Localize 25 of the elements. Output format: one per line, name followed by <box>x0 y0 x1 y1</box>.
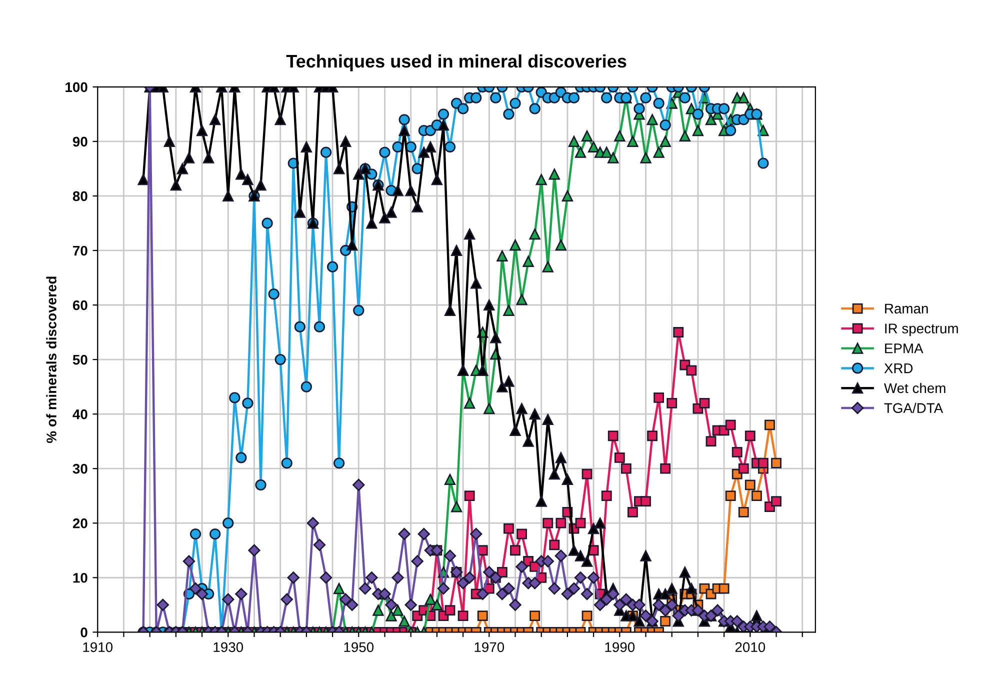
y-axis-title: % of minerals discovered <box>46 276 56 443</box>
x-tick-label: 2010 <box>735 642 766 652</box>
y-tick-label: 50 <box>72 354 88 365</box>
y-tick-label: 70 <box>73 246 88 256</box>
y-tick-label: 0 <box>80 627 88 638</box>
x-tick-label: 1990 <box>605 642 635 652</box>
legend-label: EPMA <box>885 344 924 354</box>
y-tick-label: 30 <box>72 464 88 474</box>
y-tick-label: 60 <box>72 300 88 310</box>
y-tick-label: 10 <box>73 572 88 583</box>
x-tick-label: 1970 <box>474 642 504 652</box>
legend-label: TGA/DTA <box>884 402 944 413</box>
legend-label: IR spectrum <box>885 324 958 336</box>
chart-title: Techniques used in mineral discoveries <box>286 54 626 72</box>
y-tick-label: 20 <box>72 518 88 528</box>
x-tick-label: 1950 <box>344 642 374 652</box>
x-tick-label: 1930 <box>214 642 244 652</box>
y-tick-label: 100 <box>66 82 88 92</box>
legend-label: Wet chem <box>884 382 946 394</box>
y-tick-label: 90 <box>72 136 88 147</box>
y-tick-label: 80 <box>72 191 88 202</box>
y-tick-label: 40 <box>72 409 88 420</box>
x-tick-label: 1910 <box>83 642 113 652</box>
legend-label: XRD <box>884 364 913 374</box>
legend-label: Raman <box>885 304 928 314</box>
